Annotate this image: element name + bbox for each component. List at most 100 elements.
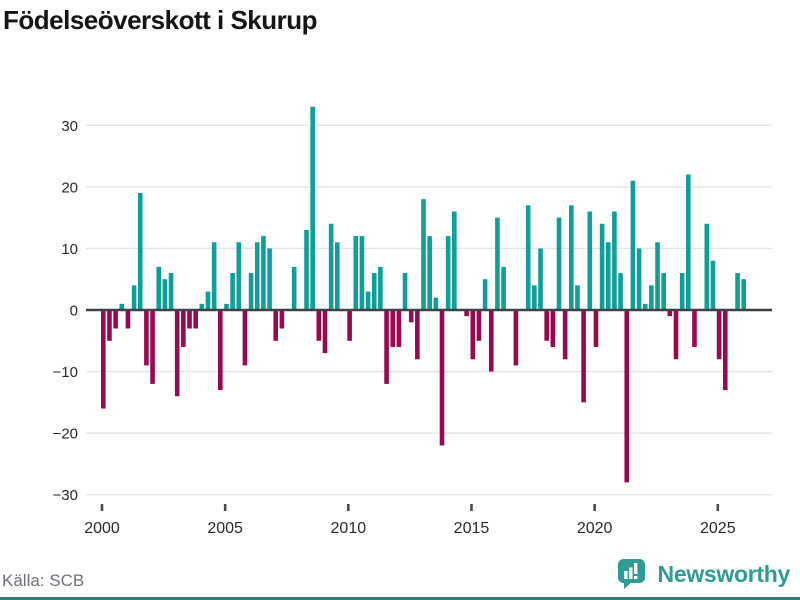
bar-2003Q3 (187, 310, 192, 329)
bar-2005Q3 (236, 242, 242, 310)
x-axis-labels: 2000 2005 2010 2015 2020 2025 (84, 504, 736, 537)
y-tick-label--30: −30 (53, 487, 78, 504)
bar-2018Q3 (556, 217, 562, 310)
bar-2011Q4 (390, 310, 396, 347)
bar-2013Q4 (439, 310, 445, 446)
bar-2023Q2 (673, 310, 679, 360)
bar-2013Q1 (421, 199, 426, 310)
bars (101, 106, 747, 483)
y-tick-label-30: 30 (61, 118, 78, 135)
bar-2019Q3 (581, 310, 586, 403)
bar-2010Q3 (359, 236, 365, 310)
bar-2014Q2 (452, 211, 457, 310)
x-tick-label-2025: 2025 (700, 520, 736, 537)
bar-2018Q2 (550, 310, 556, 347)
bar-2019Q4 (587, 211, 593, 310)
bar-2019Q2 (575, 285, 580, 310)
bar-2007Q4 (291, 266, 297, 310)
bar-2003Q2 (181, 310, 186, 347)
bar-2001Q4 (144, 310, 149, 366)
bar-2021Q3 (630, 180, 636, 310)
x-tick-label-2015: 2015 (454, 520, 490, 537)
bar-2001Q2 (131, 285, 137, 310)
bar-2017Q4 (538, 248, 543, 310)
bar-2018Q4 (562, 310, 568, 360)
bar-2000Q2 (107, 310, 112, 341)
bar-2004Q4 (218, 310, 223, 391)
bar-2022Q2 (649, 285, 654, 310)
x-tick-label-2000: 2000 (84, 520, 120, 537)
bar-2002Q4 (168, 273, 174, 310)
page-title: Födelseöverskott i Skurup (3, 5, 318, 35)
bar-2020Q4 (612, 211, 617, 310)
bar-2008Q4 (316, 310, 322, 341)
bar-2020Q3 (605, 242, 611, 310)
bar-2022Q3 (655, 242, 660, 310)
y-tick-label-20: 20 (61, 179, 78, 196)
y-tick-label-0: 0 (70, 303, 78, 320)
bar-2006Q1 (248, 273, 254, 310)
bar-2024Q3 (704, 223, 710, 310)
bar-2013Q2 (427, 236, 432, 310)
bar-2016Q1 (495, 217, 500, 310)
bar-2024Q4 (710, 260, 716, 310)
bar-2007Q1 (273, 310, 279, 341)
bar-2015Q1 (470, 310, 476, 360)
bar-2002Q2 (156, 266, 162, 310)
bar-2003Q1 (174, 310, 180, 397)
bar-2009Q1 (322, 310, 328, 354)
bar-2001Q3 (137, 193, 143, 310)
bar-2000Q4 (119, 303, 125, 310)
bar-2023Q1 (667, 310, 673, 317)
bar-2008Q2 (304, 229, 309, 310)
bar-2011Q3 (384, 310, 389, 384)
bar-2012Q1 (396, 310, 402, 347)
bar-2006Q4 (267, 248, 272, 310)
y-tick-label-10: 10 (61, 241, 78, 258)
bar-2009Q3 (335, 242, 340, 310)
y-tick-label--20: −20 (53, 426, 78, 443)
bar-2025Q1 (716, 310, 722, 360)
source-credit: Källa: SCB (2, 571, 85, 590)
bar-2013Q3 (433, 297, 439, 310)
bar-2002Q3 (162, 279, 168, 310)
bar-2015Q3 (482, 279, 488, 310)
bar-2011Q2 (378, 266, 383, 310)
bar-2026Q1 (741, 279, 747, 310)
bar-2006Q2 (254, 242, 260, 310)
bar-2004Q3 (211, 242, 217, 310)
bar-2025Q2 (722, 310, 728, 391)
bar-2001Q1 (125, 310, 131, 329)
bar-2023Q3 (679, 273, 685, 310)
bar-2007Q2 (279, 310, 285, 329)
bar-2015Q4 (488, 310, 494, 372)
bar-2005Q4 (242, 310, 248, 366)
bar-2019Q1 (569, 205, 574, 310)
x-tick-label-2005: 2005 (207, 520, 243, 537)
bar-2016Q2 (501, 266, 506, 310)
bar-2003Q4 (193, 310, 198, 329)
bar-2015Q2 (476, 310, 482, 341)
bar-2017Q3 (532, 285, 537, 310)
bar-2018Q1 (544, 310, 549, 341)
bar-2023Q4 (686, 174, 691, 310)
bar-2002Q1 (150, 310, 155, 384)
bar-2004Q1 (199, 303, 205, 310)
y-axis-labels: −30 −20 −10 0 10 20 30 (53, 118, 78, 504)
bar-2008Q3 (310, 106, 315, 310)
bar-2014Q4 (464, 310, 469, 317)
bar-2025Q4 (735, 273, 740, 310)
birth-surplus-bar-chart: −30 −20 −10 0 10 20 30 2000 2005 2010 2015 2020 202… (53, 106, 772, 537)
x-tick-label-2010: 2010 (331, 520, 367, 537)
bar-2011Q1 (371, 273, 377, 310)
bar-2012Q3 (408, 310, 414, 323)
x-tick-label-2020: 2020 (577, 520, 613, 537)
bar-2012Q4 (415, 310, 420, 360)
bar-2012Q2 (402, 273, 408, 310)
newsworthy-wordmark: Newsworthy (657, 560, 791, 587)
newsworthy-logo-link[interactable]: Newsworthy (615, 556, 790, 592)
footer-accent-strip (0, 597, 800, 600)
bar-2020Q2 (599, 223, 605, 310)
bar-2000Q1 (101, 310, 106, 409)
